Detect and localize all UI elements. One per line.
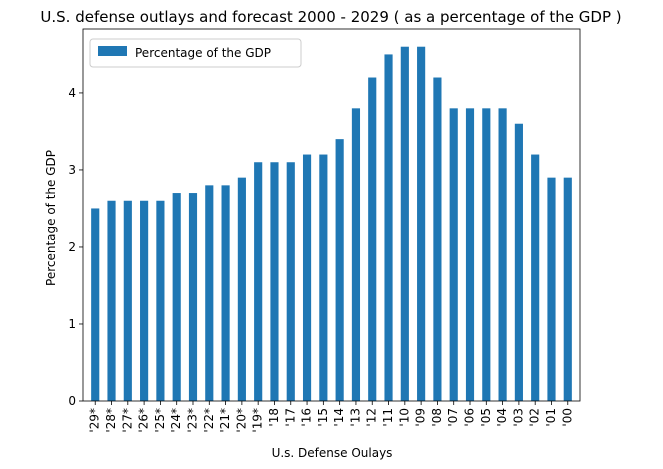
bar [319, 154, 328, 401]
x-tick-label: '21* [218, 408, 232, 433]
y-axis-label: Percentage of the GDP [44, 150, 58, 286]
bar [188, 193, 198, 401]
bar [172, 193, 181, 401]
x-tick-label: '19* [251, 408, 265, 433]
x-tick-layer: '29* '28* '27* '26* '25* '24* '23* '22* '21* '20*… [88, 401, 574, 433]
bar [335, 139, 344, 401]
bar [237, 177, 246, 401]
bar [449, 108, 458, 401]
x-tick-label: '02 [528, 408, 542, 427]
x-tick-label: '03 [511, 408, 525, 427]
x-tick-label: '17 [283, 408, 297, 427]
legend-swatch [98, 46, 127, 56]
x-tick-label: '26* [137, 408, 151, 433]
bar [302, 154, 312, 401]
bars-layer [91, 46, 572, 402]
bar [123, 200, 132, 401]
bar [531, 154, 540, 401]
x-tick-label: '04 [495, 408, 509, 427]
y-tick-label: 4 [68, 86, 76, 100]
bar [221, 185, 230, 401]
x-tick-label: '08 [430, 408, 444, 427]
axes-layer [82, 28, 581, 402]
x-tick-label: '16 [300, 408, 314, 427]
x-tick-label: '05 [479, 408, 493, 427]
bar [156, 200, 165, 401]
x-tick-label: '10 [397, 408, 411, 427]
x-tick-label: '12 [365, 408, 379, 427]
y-tick-label: 3 [68, 163, 76, 177]
bar [547, 177, 556, 401]
x-tick-label: '15 [316, 408, 330, 427]
x-tick-label: '13 [348, 408, 362, 427]
bar [107, 200, 116, 401]
bar [384, 54, 393, 402]
x-tick-label: '27* [120, 408, 134, 433]
x-tick-label: '24* [169, 408, 183, 433]
bar [433, 77, 442, 402]
bar [482, 108, 491, 401]
plot-frame [82, 28, 581, 402]
bar [205, 185, 214, 401]
bar [417, 46, 426, 402]
bar [351, 108, 361, 401]
chart-title: U.S. defense outlays and forecast 2000 -… [40, 8, 621, 26]
bar [140, 200, 149, 401]
y-tick-label: 2 [68, 240, 76, 254]
y-tick-label: 1 [68, 317, 76, 331]
y-tick-label: 0 [68, 394, 76, 408]
legend-frame [89, 38, 302, 68]
bar [465, 108, 475, 401]
x-tick-label: '18 [267, 408, 281, 427]
x-tick-label: '20* [234, 408, 248, 433]
x-tick-label: '25* [153, 408, 167, 433]
x-tick-label: '29* [88, 408, 102, 433]
bar [400, 46, 409, 402]
x-tick-label: '00 [560, 408, 574, 427]
x-tick-label: '07 [446, 408, 460, 427]
x-tick-label: '14 [332, 408, 346, 427]
x-tick-label: '11 [381, 408, 395, 427]
x-tick-label: '22* [202, 408, 216, 433]
bar [498, 108, 507, 401]
legend-label: Percentage of the GDP [135, 46, 271, 60]
x-tick-label: '09 [414, 408, 428, 427]
bar [286, 162, 295, 401]
bar [563, 177, 572, 401]
x-tick-label: '23* [185, 408, 199, 433]
x-tick-label: '28* [104, 408, 118, 433]
bar [91, 208, 100, 401]
bar [514, 123, 523, 401]
bar [270, 162, 279, 401]
bar [254, 162, 263, 401]
y-tick-layer: 0 1 2 3 4 [68, 86, 83, 408]
x-axis-label: U.s. Defense Oulays [272, 446, 393, 460]
x-tick-label: '01 [544, 408, 558, 427]
legend: Percentage of the GDP [89, 38, 302, 68]
bar [368, 77, 377, 402]
x-tick-label: '06 [463, 408, 477, 427]
